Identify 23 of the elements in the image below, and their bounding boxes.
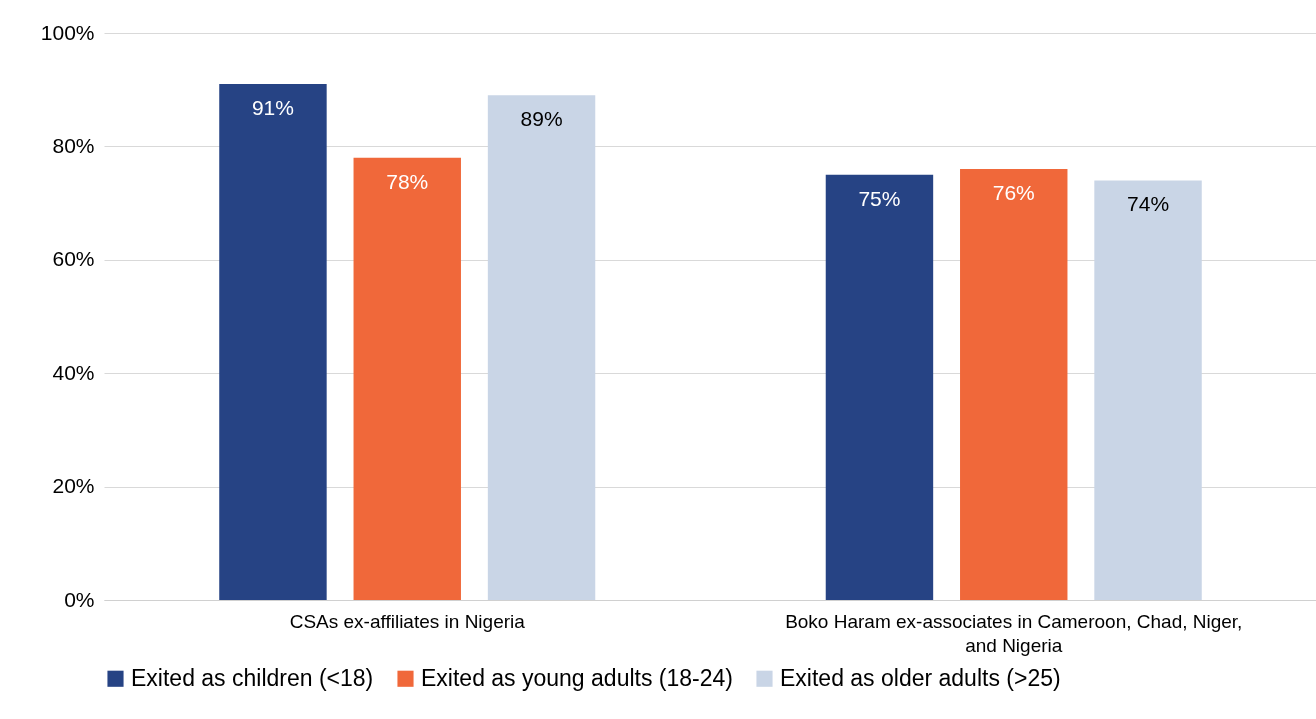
data-label: 76% bbox=[992, 181, 1035, 205]
legend-label: Exited as older adults (>25) bbox=[780, 664, 1061, 691]
x-tick-label: Boko Haram ex-associates in Cameroon, Chad, Niger, and Nigeria bbox=[785, 610, 1243, 656]
y-tick-label: 20% bbox=[52, 474, 95, 498]
legend-label: Exited as young adults (18-24) bbox=[421, 664, 733, 691]
bar bbox=[960, 169, 1068, 600]
y-tick-label: 80% bbox=[52, 133, 95, 157]
data-label: 75% bbox=[858, 186, 901, 210]
data-label: 91% bbox=[251, 96, 294, 120]
bar bbox=[825, 174, 934, 600]
y-tick-label: 0% bbox=[64, 587, 95, 611]
data-label: 89% bbox=[520, 107, 563, 131]
bar bbox=[219, 84, 327, 600]
data-label: 78% bbox=[386, 169, 429, 193]
legend-label: Exited as children (<18) bbox=[131, 664, 374, 691]
y-tick-label: 60% bbox=[52, 247, 95, 271]
x-tick-label: CSAs ex-affiliates in Nigeria bbox=[289, 610, 526, 632]
y-tick-label: 100% bbox=[40, 20, 95, 44]
bar bbox=[353, 157, 461, 600]
y-tick-label: 40% bbox=[52, 360, 95, 384]
bar bbox=[487, 95, 596, 600]
data-label: 74% bbox=[1127, 192, 1170, 216]
bar bbox=[1094, 180, 1202, 600]
